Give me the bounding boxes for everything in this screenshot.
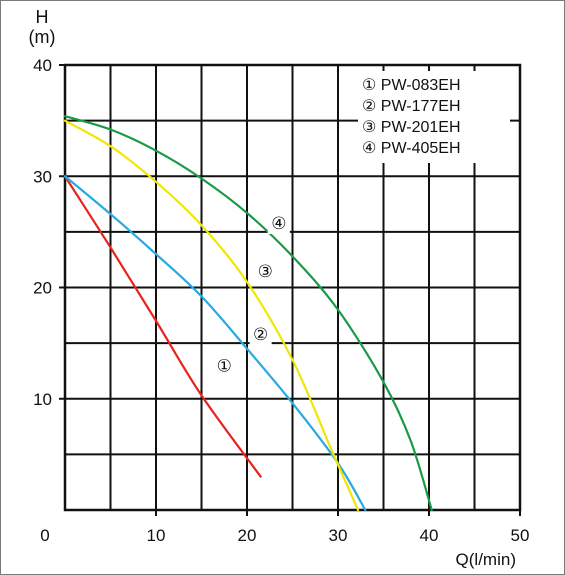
legend-box <box>358 71 510 163</box>
x-tick-label: 20 <box>238 526 257 545</box>
legend-item: ④ PW-405EH <box>362 140 461 157</box>
series-line <box>63 115 433 512</box>
x-tick-label: 30 <box>329 526 348 545</box>
curve-label-bg <box>267 211 290 234</box>
series-line <box>63 119 360 512</box>
y-tick-label: 30 <box>33 167 52 186</box>
curve-label-bg <box>254 259 277 282</box>
curves <box>63 115 433 512</box>
curve-labels: ① ② ③ ④ <box>213 211 290 377</box>
tick-labels: 0 10 20 30 40 50 10 20 30 40 <box>33 56 529 545</box>
x-tick-label: 40 <box>420 526 439 545</box>
curve-label-bg <box>213 354 236 377</box>
x-tick-label: 10 <box>147 526 166 545</box>
x-axis-label: Q(l/min) <box>456 550 516 569</box>
legend-item: ② PW-177EH <box>362 98 461 115</box>
x-tick-label: 50 <box>511 526 530 545</box>
legend-item: ③ PW-201EH <box>362 119 461 136</box>
series-line <box>63 175 367 512</box>
y-tick-label: 10 <box>33 390 52 409</box>
legend: ① PW-083EH ② PW-177EH ③ PW-201EH ④ PW-40… <box>358 71 510 163</box>
curve-label-bg <box>249 323 272 346</box>
y-axis-label-h: H <box>36 7 49 27</box>
y-tick-label: 20 <box>33 279 52 298</box>
curve-label: ③ <box>258 262 273 281</box>
curve-label: ② <box>253 325 268 344</box>
curve-label: ① <box>217 356 232 375</box>
curve-label: ④ <box>271 214 286 233</box>
y-tick-label: 40 <box>33 56 52 75</box>
series-line <box>63 175 262 478</box>
y-axis-label-unit: (m) <box>29 27 56 47</box>
legend-item: ① PW-083EH <box>362 77 461 94</box>
x-tick-label: 0 <box>40 526 49 545</box>
